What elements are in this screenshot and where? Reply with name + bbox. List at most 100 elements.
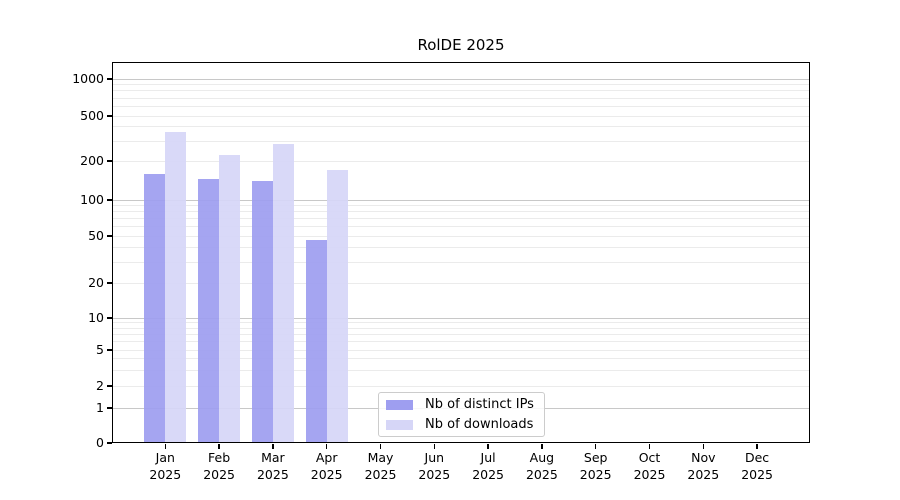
x-tick-year: 2025 <box>256 466 289 482</box>
x-tick-mark <box>756 444 758 449</box>
legend-item: Nb of distinct IPs <box>386 395 544 414</box>
x-tick-mark <box>487 444 489 449</box>
y-tick-label: 2 <box>96 378 104 393</box>
y-tick-mark <box>106 78 112 80</box>
minor-gridline <box>112 105 810 107</box>
x-tick-month: Sep <box>583 450 608 465</box>
minor-gridline <box>112 84 810 86</box>
x-tick-year: 2025 <box>310 466 343 482</box>
legend-label: Nb of distinct IPs <box>425 396 534 412</box>
x-tick-month: Jan <box>155 450 175 465</box>
x-tick-month: Feb <box>208 450 231 465</box>
minor-gridline <box>112 90 810 92</box>
x-tick-month: Oct <box>638 450 661 465</box>
minor-gridline <box>112 140 810 142</box>
x-tick-label: Dec 2025 <box>727 450 787 483</box>
major-gridline <box>112 199 810 201</box>
y-tick-label: 1000 <box>72 71 104 86</box>
bar-distinct-ips-apr <box>305 240 327 443</box>
major-gridline <box>112 317 810 319</box>
x-tick-mark <box>433 444 435 449</box>
x-tick-year: 2025 <box>687 466 720 482</box>
minor-gridline <box>112 97 810 99</box>
y-tick-mark <box>106 199 112 201</box>
x-tick-label: May 2025 <box>351 450 411 483</box>
x-tick-mark <box>164 444 166 449</box>
x-tick-mark <box>541 444 543 449</box>
minor-gridline <box>112 358 810 360</box>
x-tick-year: 2025 <box>149 466 182 482</box>
x-tick-label: Sep 2025 <box>566 450 626 483</box>
bar-distinct-ips-mar <box>251 181 273 443</box>
x-tick-month: Aug <box>529 450 555 465</box>
y-tick-mark <box>106 349 112 351</box>
y-tick-mark <box>106 235 112 237</box>
x-tick-mark <box>702 444 704 449</box>
x-tick-mark <box>272 444 274 449</box>
x-tick-label: Jun 2025 <box>404 450 464 483</box>
legend-label: Nb of downloads <box>425 416 534 432</box>
y-tick-mark <box>106 385 112 387</box>
minor-gridline <box>112 322 810 324</box>
y-tick-label: 0 <box>96 435 104 450</box>
legend-swatch-downloads <box>386 419 413 430</box>
x-tick-year: 2025 <box>472 466 504 482</box>
minor-gridline <box>112 226 810 228</box>
bar-downloads-mar <box>272 143 294 443</box>
minor-gridline <box>112 282 810 284</box>
x-tick-year: 2025 <box>633 466 666 482</box>
x-tick-month: Jun <box>424 450 445 465</box>
major-gridline <box>112 78 810 80</box>
y-tick-label: 200 <box>80 153 104 168</box>
x-tick-mark <box>648 444 651 449</box>
minor-gridline <box>112 385 810 387</box>
x-tick-mark <box>379 444 382 449</box>
legend-swatch-distinct-ips <box>386 399 413 410</box>
x-tick-label: Oct 2025 <box>620 450 680 483</box>
minor-gridline <box>112 327 810 329</box>
x-tick-label: Jan 2025 <box>135 450 195 483</box>
x-tick-label: Feb 2025 <box>189 450 249 483</box>
y-tick-mark <box>106 115 112 117</box>
y-tick-label: 50 <box>88 228 104 243</box>
x-tick-year: 2025 <box>203 466 235 482</box>
x-tick-year: 2025 <box>579 466 612 482</box>
y-tick-label: 1 <box>96 400 104 415</box>
x-tick-month: Nov <box>691 450 716 465</box>
x-tick-year: 2025 <box>364 466 397 482</box>
y-tick-label: 100 <box>80 192 104 207</box>
minor-gridline <box>112 369 810 371</box>
x-tick-mark <box>595 444 597 449</box>
x-tick-month: Mar <box>261 450 285 465</box>
minor-gridline <box>112 341 810 343</box>
minor-gridline <box>112 261 810 263</box>
x-tick-month: Dec <box>744 450 770 465</box>
x-tick-month: Apr <box>315 450 338 465</box>
y-tick-label: 20 <box>88 275 104 290</box>
minor-gridline <box>112 246 810 248</box>
x-tick-mark <box>218 444 220 449</box>
y-tick-label: 5 <box>96 342 104 357</box>
x-tick-year: 2025 <box>525 466 558 482</box>
x-tick-mark <box>326 444 328 449</box>
minor-gridline <box>112 211 810 213</box>
x-tick-month: Jul <box>480 450 496 465</box>
x-tick-label: Apr 2025 <box>297 450 357 483</box>
minor-gridline <box>112 349 810 351</box>
y-tick-mark <box>106 160 112 162</box>
minor-gridline <box>112 333 810 335</box>
bar-downloads-apr <box>326 170 348 443</box>
x-tick-month: May <box>367 450 394 465</box>
legend: Nb of distinct IPs Nb of downloads <box>378 392 545 437</box>
y-tick-mark <box>106 282 112 284</box>
bar-downloads-feb <box>219 154 241 443</box>
y-tick-mark <box>106 407 112 409</box>
minor-gridline <box>112 218 810 220</box>
minor-gridline <box>112 235 810 237</box>
bar-downloads-jan <box>165 132 187 443</box>
y-tick-label: 10 <box>88 310 104 325</box>
x-tick-label: Mar 2025 <box>243 450 303 483</box>
bar-distinct-ips-feb <box>198 179 220 443</box>
x-tick-year: 2025 <box>418 466 451 482</box>
